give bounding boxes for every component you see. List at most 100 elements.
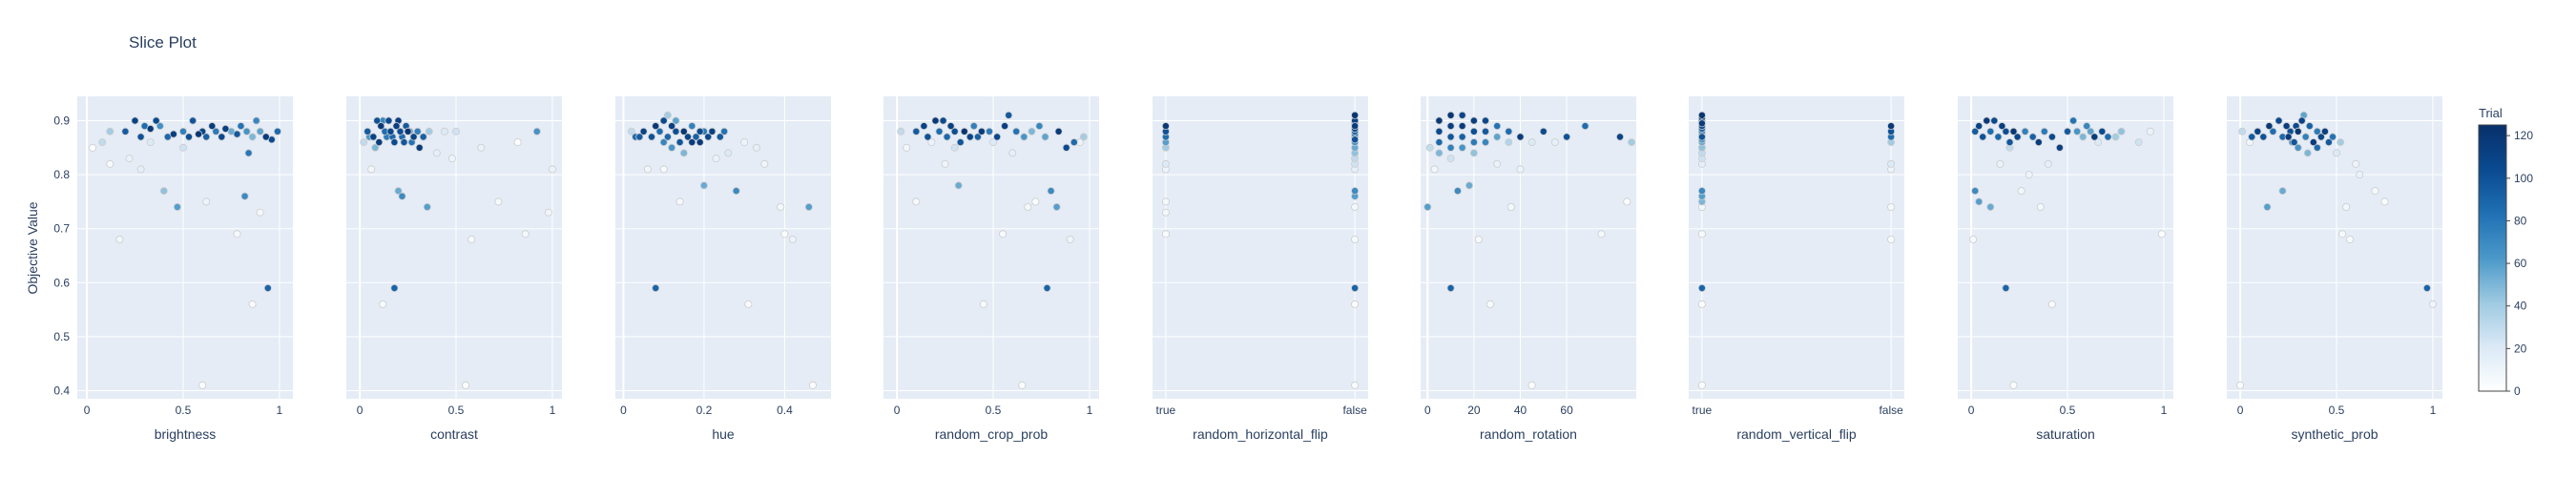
data-point[interactable]	[2002, 283, 2010, 292]
data-point[interactable]	[1435, 149, 1444, 157]
data-point[interactable]	[716, 133, 724, 141]
data-point[interactable]	[125, 155, 134, 163]
data-point[interactable]	[627, 127, 635, 135]
data-point[interactable]	[1990, 116, 1999, 125]
data-point[interactable]	[1446, 122, 1455, 131]
data-point[interactable]	[927, 138, 936, 147]
data-point[interactable]	[477, 143, 486, 152]
data-point[interactable]	[1458, 122, 1466, 131]
data-point[interactable]	[979, 300, 987, 308]
data-point[interactable]	[1435, 138, 1444, 147]
data-point[interactable]	[1474, 235, 1483, 243]
data-point[interactable]	[704, 133, 713, 141]
data-point[interactable]	[440, 127, 448, 135]
data-point[interactable]	[256, 208, 264, 217]
data-point[interactable]	[1887, 235, 1896, 243]
data-point[interactable]	[1983, 116, 1991, 125]
data-point[interactable]	[2301, 133, 2310, 141]
data-point[interactable]	[943, 133, 951, 141]
data-point[interactable]	[248, 300, 257, 308]
data-point[interactable]	[1971, 187, 1980, 196]
data-point[interactable]	[956, 138, 965, 147]
data-point[interactable]	[233, 130, 241, 138]
data-point[interactable]	[2073, 127, 2082, 135]
data-point[interactable]	[679, 127, 688, 135]
data-point[interactable]	[208, 122, 217, 131]
data-point[interactable]	[935, 127, 944, 135]
data-point[interactable]	[451, 127, 460, 135]
data-point[interactable]	[752, 143, 760, 152]
data-point[interactable]	[2248, 133, 2256, 141]
data-point[interactable]	[198, 381, 207, 389]
data-point[interactable]	[178, 127, 187, 135]
data-point[interactable]	[740, 138, 749, 147]
data-point[interactable]	[659, 165, 668, 174]
data-point[interactable]	[1516, 165, 1525, 174]
data-point[interactable]	[1446, 283, 1455, 292]
data-point[interactable]	[548, 165, 556, 174]
data-point[interactable]	[462, 381, 470, 389]
data-point[interactable]	[189, 116, 197, 125]
data-point[interactable]	[152, 116, 160, 125]
data-point[interactable]	[804, 202, 813, 211]
data-point[interactable]	[371, 143, 380, 152]
data-point[interactable]	[912, 127, 921, 135]
data-point[interactable]	[1971, 127, 1980, 135]
data-point[interactable]	[1697, 300, 1706, 308]
data-point[interactable]	[903, 143, 911, 152]
data-point[interactable]	[1001, 122, 1009, 131]
data-point[interactable]	[1351, 235, 1360, 243]
data-point[interactable]	[202, 133, 211, 141]
data-point[interactable]	[425, 127, 433, 135]
data-point[interactable]	[1697, 111, 1706, 119]
data-point[interactable]	[2275, 116, 2283, 125]
data-point[interactable]	[960, 127, 968, 135]
data-point[interactable]	[1052, 202, 1061, 211]
data-point[interactable]	[2098, 127, 2107, 135]
data-point[interactable]	[1018, 381, 1027, 389]
data-point[interactable]	[777, 202, 785, 211]
data-point[interactable]	[688, 122, 696, 131]
data-point[interactable]	[1161, 122, 1170, 131]
data-point[interactable]	[263, 283, 272, 292]
data-point[interactable]	[1031, 197, 1040, 206]
data-point[interactable]	[2342, 202, 2351, 211]
data-point[interactable]	[1697, 381, 1706, 389]
data-point[interactable]	[467, 235, 476, 243]
data-point[interactable]	[2117, 127, 2126, 135]
data-point[interactable]	[2009, 127, 2018, 135]
data-point[interactable]	[221, 124, 230, 133]
data-point[interactable]	[688, 138, 696, 147]
data-point[interactable]	[398, 192, 406, 200]
data-point[interactable]	[115, 235, 124, 243]
data-point[interactable]	[413, 127, 422, 135]
data-point[interactable]	[415, 143, 424, 152]
data-point[interactable]	[2380, 197, 2389, 206]
data-point[interactable]	[897, 127, 905, 135]
data-point[interactable]	[1446, 143, 1455, 152]
data-point[interactable]	[780, 230, 789, 238]
data-point[interactable]	[2094, 138, 2103, 147]
data-point[interactable]	[1458, 111, 1466, 119]
data-point[interactable]	[423, 202, 431, 211]
data-point[interactable]	[1070, 138, 1078, 147]
data-point[interactable]	[1430, 165, 1439, 174]
data-point[interactable]	[89, 143, 97, 152]
data-point[interactable]	[240, 192, 249, 200]
data-point[interactable]	[404, 127, 412, 135]
data-point[interactable]	[720, 127, 729, 135]
data-point[interactable]	[732, 187, 740, 196]
data-point[interactable]	[2134, 138, 2143, 147]
data-point[interactable]	[1423, 202, 1432, 211]
data-point[interactable]	[195, 130, 203, 138]
data-point[interactable]	[1035, 122, 1044, 131]
data-point[interactable]	[237, 122, 245, 131]
data-point[interactable]	[2146, 127, 2154, 135]
data-point[interactable]	[2259, 133, 2268, 141]
data-point[interactable]	[1975, 197, 1984, 206]
data-point[interactable]	[1887, 122, 1896, 131]
data-point[interactable]	[392, 122, 401, 131]
data-point[interactable]	[2337, 138, 2345, 147]
data-point[interactable]	[652, 283, 660, 292]
data-point[interactable]	[1351, 381, 1360, 389]
